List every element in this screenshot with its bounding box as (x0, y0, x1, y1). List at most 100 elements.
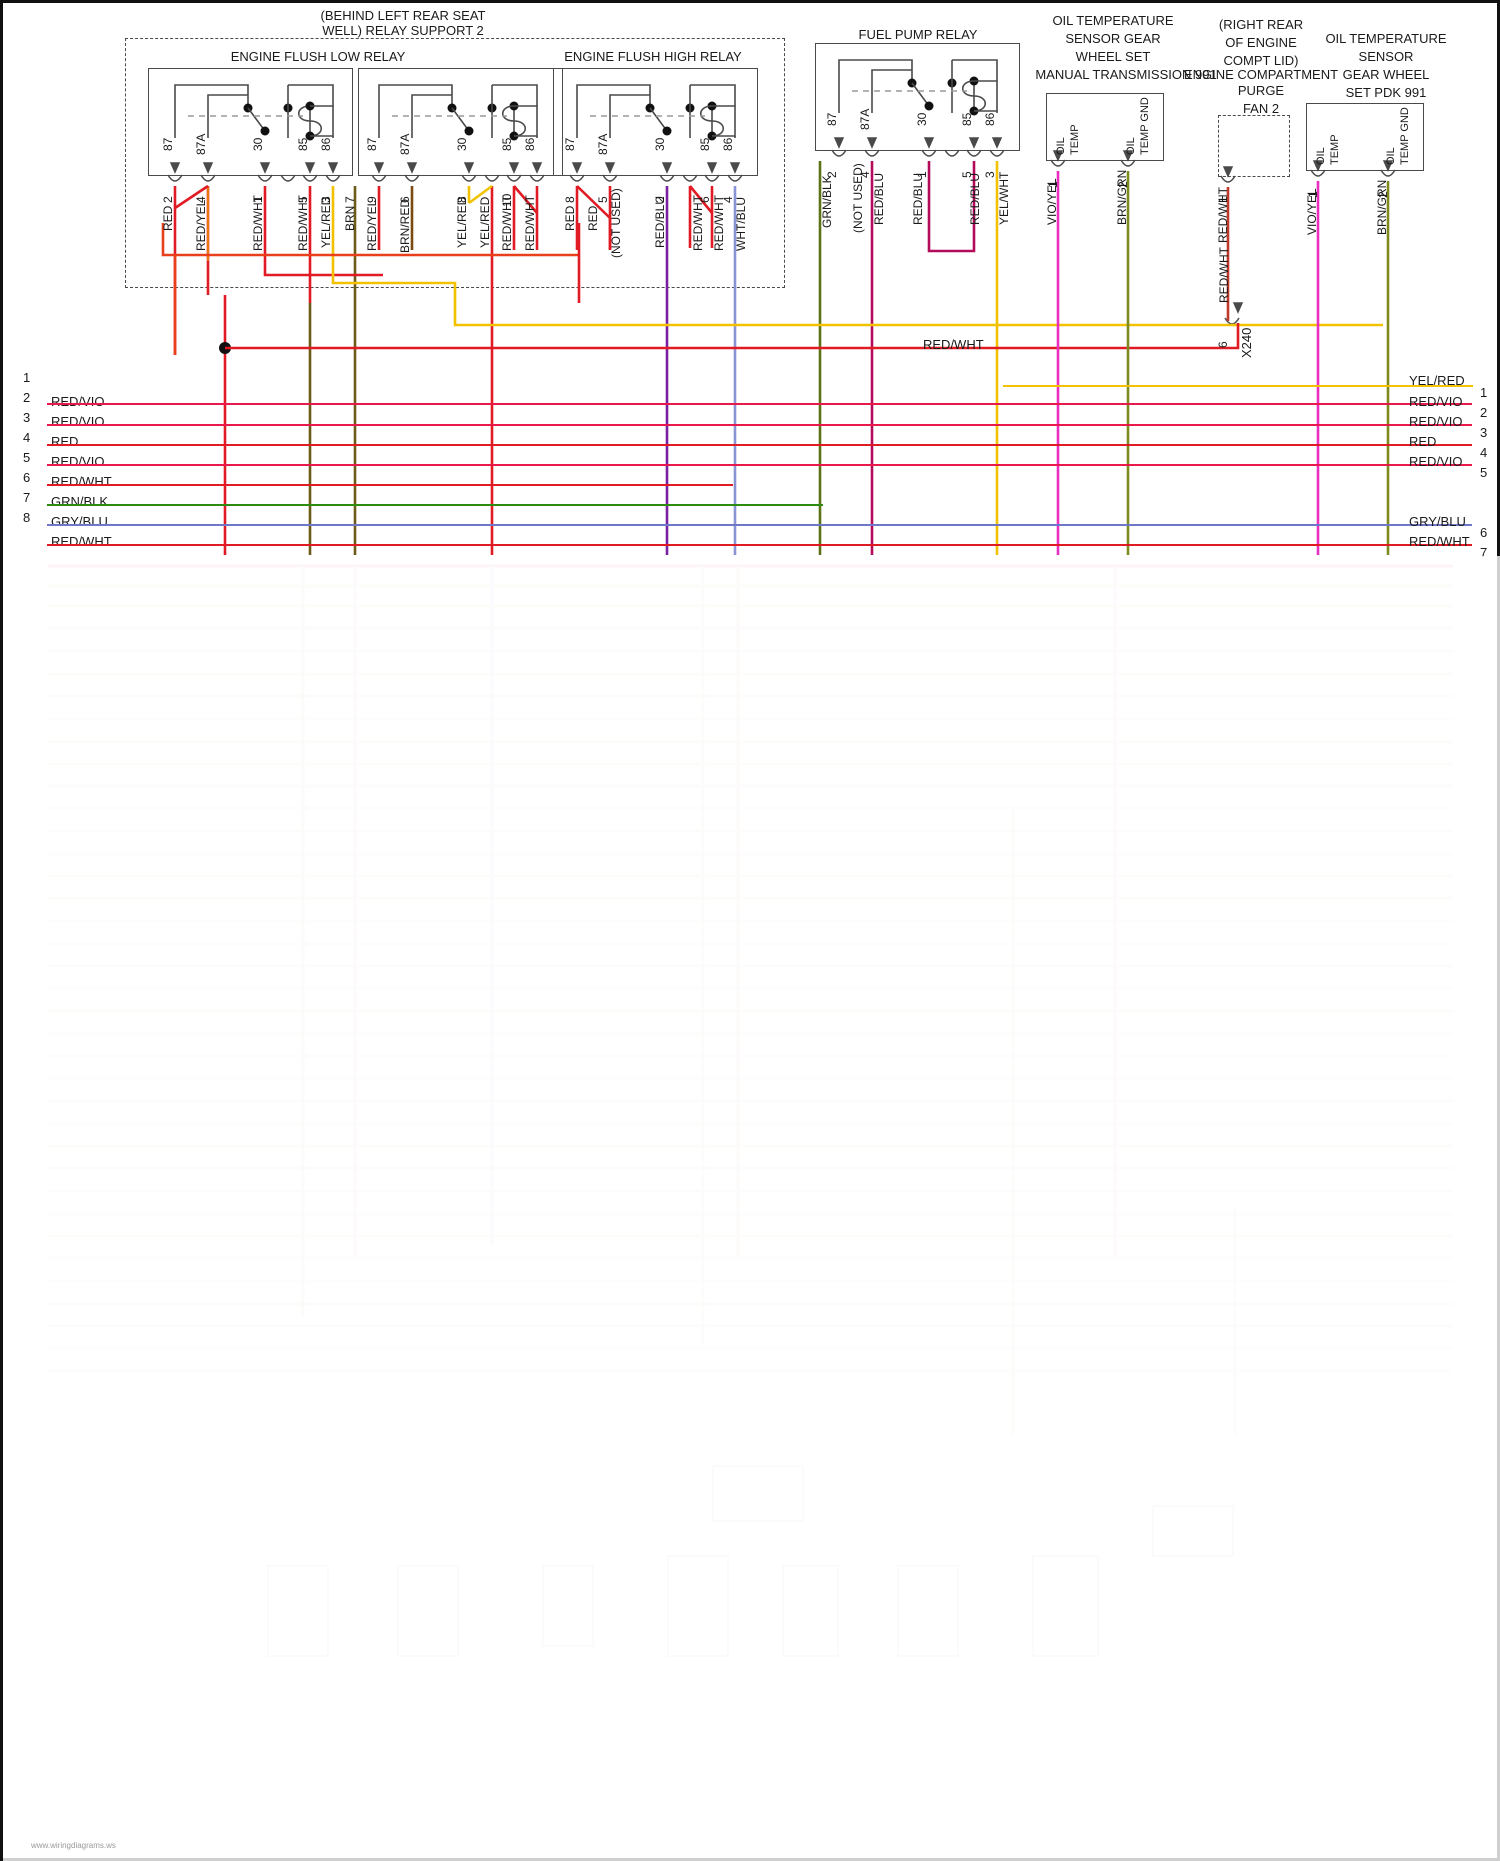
wire-label-low-extra-2: RED/WHT (523, 195, 537, 251)
red-wht-branch-label: RED/WHT (923, 337, 984, 352)
purge-fan-title-6: FAN 2 (1242, 101, 1280, 116)
bus-left-label-6: GRN/BLK (51, 494, 109, 509)
bus-left-wire-3 (47, 444, 1472, 446)
wire-label-low-3: RED/WHT (251, 195, 265, 251)
oil-temp-pdk-title-2: SENSOR (1358, 49, 1414, 64)
relay-terminal-87-a: 87 (161, 137, 175, 151)
fuel-pump-relay-title: FUEL PUMP RELAY (858, 27, 978, 42)
wire-label-low-9: YEL/RED (455, 196, 469, 248)
bus-right-label-4: RED (1409, 434, 1437, 449)
bus-right-num-5: 5 (1480, 465, 1488, 480)
wire-label-low-4: RED/WHT (296, 195, 310, 251)
pin-num-fuel-5: 3 (983, 171, 997, 178)
wire-label-low-8: BRN/RED (398, 198, 412, 253)
relay-terminal-85-b: 85 (500, 137, 514, 151)
purge-fan-title-4: ENGINE COMPARTMENT (1183, 67, 1339, 82)
oil-temp-manual-title-4: MANUAL TRANSMISSION 991 (1035, 67, 1217, 82)
relay-box-fuel-pump (815, 43, 1020, 151)
bus-left-num-4: 4 (23, 430, 31, 445)
wire-label-oil-pdk-1: VIO/YEL (1305, 188, 1319, 235)
relay-terminal-30-high: 30 (653, 137, 667, 151)
pin-num-high-1: 8 (563, 196, 577, 203)
bus-right-num-7: 7 (1480, 545, 1488, 560)
bus-left-label-8: RED/WHT (51, 534, 112, 549)
bus-left-label-2: RED/VIO (51, 414, 105, 429)
source-credit: www.wiringdiagrams.ws (31, 1841, 116, 1850)
relay-terminal-86-b: 86 (523, 137, 537, 151)
wire-label-high-4: RED/WHT (691, 195, 705, 251)
bus-left-label-4: RED/VIO (51, 454, 105, 469)
oil-temp-manual-box (1046, 93, 1164, 161)
wire-label-oil-manual-2: BRN/GRN (1115, 169, 1129, 225)
bus-left-wire-2 (47, 424, 1472, 426)
oil-temp-manual-title-2: SENSOR GEAR (1065, 31, 1161, 46)
wire-label-high-extra-2: RED/WHT (712, 195, 726, 251)
oil-temp-pdk-title-1: OIL TEMPERATURE (1325, 31, 1447, 46)
relay-box-low-b (358, 68, 563, 176)
bus-right-num-4: 4 (1480, 445, 1488, 460)
relay-terminal-85-fuel: 85 (960, 112, 974, 126)
relay-terminal-87a-high: 87A (596, 133, 610, 155)
oil-temp-pdk-term2-b: TEMP GND (1399, 107, 1411, 165)
x240-pin-number: 6 (1216, 341, 1230, 348)
purge-fan-title-2: OF ENGINE (1225, 35, 1297, 50)
bus-left-num-7: 7 (23, 490, 31, 505)
relay-terminal-87-fuel: 87 (825, 112, 839, 126)
relay-terminal-30-fuel: 30 (915, 112, 929, 126)
bus-left-wire-1 (47, 403, 1472, 405)
oil-temp-pdk-box (1306, 103, 1424, 171)
bus-left-label-1: RED/VIO (51, 394, 105, 409)
bus-left-num-3: 3 (23, 410, 31, 425)
oil-temp-pdk-term1-b: TEMP (1329, 134, 1341, 165)
wire-label-low-extra-1: YEL/RED (478, 196, 492, 248)
bus-right-label-6: GRY/BLU (1409, 514, 1466, 529)
oil-temp-manual-term2-b: TEMP GND (1139, 97, 1151, 155)
bus-left-num-5: 5 (23, 450, 31, 465)
wire-label-oil-manual-1: VIO/YEL (1045, 178, 1059, 225)
oil-temp-pdk-term1-a: OIL (1315, 147, 1327, 165)
wire-label-fuel-extra: RED/BLU (911, 172, 925, 225)
purge-fan-title-5: PURGE (1237, 83, 1285, 98)
bus-right-wire-1 (1003, 385, 1473, 387)
wire-label-fuel-4: RED/BLU (968, 172, 982, 225)
wire-label-low-5: YEL/RED (319, 196, 333, 248)
wire-label-fuel-1: GRN/BLK (820, 175, 834, 228)
oil-temp-manual-term1-b: TEMP (1069, 124, 1081, 155)
bus-left-num-1: 1 (23, 370, 31, 385)
relay-terminal-30-b: 30 (455, 137, 469, 151)
oil-temp-manual-term1-a: OIL (1055, 137, 1067, 155)
oil-temp-manual-title-3: WHEEL SET (1075, 49, 1151, 64)
wire-label-high-2: (NOT USED) (609, 188, 623, 258)
relay-support-title-line1: (BEHIND LEFT REAR SEAT (320, 8, 486, 23)
wire-label-low-10: RED/WHT (500, 195, 514, 251)
bus-right-num-6: 6 (1480, 525, 1488, 540)
oil-temp-pdk-title-4: SET PDK 991 (1345, 85, 1427, 100)
bus-right-label-5: RED/VIO (1409, 454, 1463, 469)
wire-label-purge-fan-1: RED/WHT (1216, 187, 1230, 243)
bus-right-num-2: 2 (1480, 405, 1488, 420)
bus-left-wire-6 (47, 504, 823, 506)
pin-num-high-2: 5 (596, 196, 610, 203)
relay-terminal-30-a: 30 (251, 137, 265, 151)
bus-right-label-1: YEL/RED (1409, 373, 1465, 388)
bus-right-num-1: 1 (1480, 385, 1488, 400)
relay-terminal-86-high: 86 (721, 137, 735, 151)
wire-label-low-7: RED/YEL (365, 199, 379, 251)
purge-fan-2-box (1218, 115, 1290, 177)
oil-temp-pdk-term2-a: OIL (1385, 147, 1397, 165)
oil-temp-manual-term2-a: OIL (1125, 137, 1137, 155)
relay-terminal-86-a: 86 (319, 137, 333, 151)
x240-wire-label: RED/WHT (1217, 247, 1231, 303)
wire-label-high-3: RED/BLU (653, 195, 667, 248)
bus-left-num-6: 6 (23, 470, 31, 485)
purge-fan-title-1: (RIGHT REAR (1218, 17, 1304, 32)
relay-terminal-85-a: 85 (296, 137, 310, 151)
relay-terminal-85-high: 85 (698, 137, 712, 151)
bus-right-label-2: RED/VIO (1409, 394, 1463, 409)
x240-label: X240 (1239, 327, 1254, 358)
relay-box-high (553, 68, 758, 176)
bus-left-label-5: RED/WHT (51, 474, 112, 489)
relay-terminal-87a-fuel: 87A (858, 108, 872, 130)
bus-left-label-3: RED (51, 434, 79, 449)
relay-terminal-87-high: 87 (563, 137, 577, 151)
